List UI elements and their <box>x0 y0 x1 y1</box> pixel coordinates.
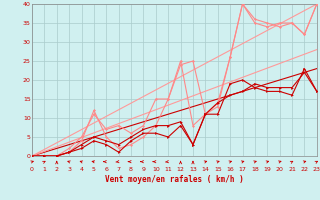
X-axis label: Vent moyen/en rafales ( km/h ): Vent moyen/en rafales ( km/h ) <box>105 175 244 184</box>
